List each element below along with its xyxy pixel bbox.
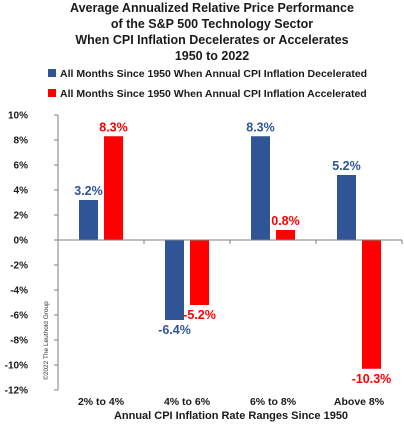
bar-decelerated	[79, 200, 98, 240]
legend-swatch-accelerated	[48, 89, 56, 97]
bar-decelerated	[165, 240, 184, 320]
chart-title-line-2: of the S&P 500 Technology Sector	[111, 17, 313, 31]
x-category-label: Above 8%	[334, 396, 385, 408]
plot-area: 10% 8% 6% 4% 2% 0% -2% -4% -6% -8% -10% -12% 3.2% 8.3…	[5, 111, 403, 408]
y-tick-label: 2%	[14, 211, 29, 222]
legend: All Months Since 1950 When Annual CPI In…	[48, 68, 367, 100]
x-category-label: 2% to 4%	[78, 396, 125, 408]
x-axis-label: Annual CPI Inflation Rate Ranges Since 1…	[114, 410, 348, 422]
data-label-decelerated: 3.2%	[74, 184, 103, 198]
y-tick-label: 0%	[14, 236, 29, 247]
legend-label-decelerated: All Months Since 1950 When Annual CPI In…	[60, 68, 367, 80]
legend-label-accelerated: All Months Since 1950 When Annual CPI In…	[60, 88, 367, 100]
y-tick-label: -2%	[10, 261, 28, 272]
bar-accelerated	[104, 136, 123, 240]
y-tick-label: -12%	[5, 386, 28, 397]
copyright-notice: ©2022 The Leuthold Group	[42, 301, 50, 380]
chart-title-line-4: 1950 to 2022	[175, 49, 249, 63]
y-tick-label: 8%	[14, 136, 29, 147]
chart-title: Average Annualized Relative Price Perfor…	[70, 1, 354, 63]
y-tick-label: -10%	[5, 361, 28, 372]
bar-accelerated	[276, 230, 295, 240]
data-label-decelerated: 5.2%	[332, 159, 361, 173]
bar-accelerated	[190, 240, 209, 305]
y-tick-label: 4%	[14, 186, 29, 197]
data-label-accelerated: 0.8%	[271, 214, 300, 228]
y-tick-label: -6%	[10, 311, 28, 322]
data-label-accelerated: -5.2%	[183, 308, 216, 322]
y-tick-label: 6%	[14, 161, 29, 172]
chart-title-line-1: Average Annualized Relative Price Perfor…	[70, 1, 354, 15]
y-tick-label: 10%	[8, 111, 28, 122]
x-category-label: 6% to 8%	[250, 396, 297, 408]
bar-decelerated	[251, 136, 270, 240]
data-label-accelerated: 8.3%	[99, 120, 128, 134]
bar-accelerated	[362, 240, 381, 369]
x-category-label: 4% to 6%	[164, 396, 211, 408]
legend-swatch-decelerated	[48, 69, 56, 77]
data-label-decelerated: -6.4%	[158, 323, 191, 337]
data-label-accelerated: -10.3%	[352, 372, 392, 386]
chart-title-line-3: When CPI Inflation Decelerates or Accele…	[75, 33, 348, 47]
bar-decelerated	[337, 175, 356, 240]
y-tick-label: -4%	[10, 286, 28, 297]
data-label-decelerated: 8.3%	[246, 120, 275, 134]
y-tick-label: -8%	[10, 336, 28, 347]
